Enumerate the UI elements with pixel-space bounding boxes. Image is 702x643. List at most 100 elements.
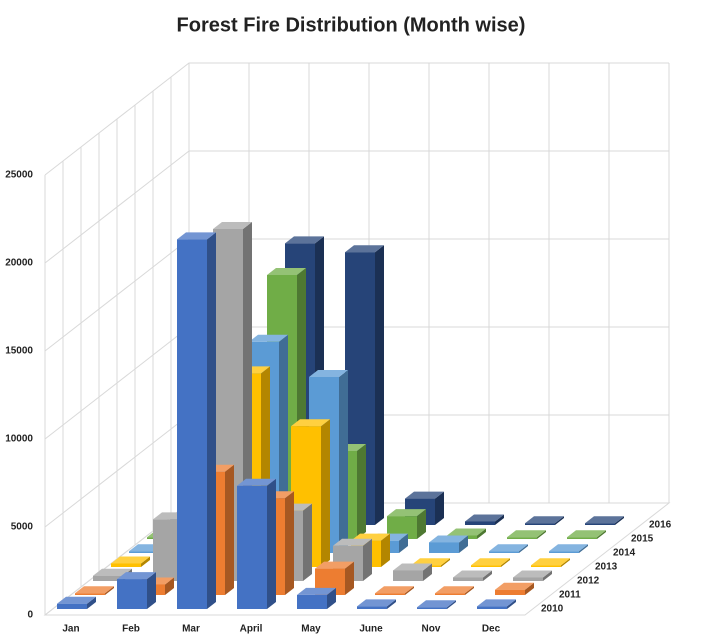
bar-top: [291, 419, 330, 427]
bar: [387, 509, 426, 539]
bar-top: [429, 535, 468, 543]
bar-top: [237, 478, 276, 486]
bar: [567, 530, 606, 539]
bar-side: [537, 530, 546, 539]
bar-top: [495, 582, 534, 590]
bar-front: [357, 606, 387, 609]
bar-front: [549, 551, 579, 553]
x-tick-label: Feb: [122, 624, 140, 635]
bar-side: [345, 561, 354, 595]
bar-side: [387, 599, 396, 609]
bar: [435, 586, 474, 595]
bar-side: [459, 535, 468, 553]
bar-side: [165, 577, 174, 595]
bar-side: [579, 544, 588, 553]
bar: [453, 570, 492, 581]
x-tick-label: May: [301, 624, 321, 635]
bar-top: [297, 587, 336, 595]
bar-side: [321, 419, 330, 567]
bar-top: [435, 586, 474, 594]
bar-top: [315, 561, 354, 569]
bar-side: [465, 586, 474, 595]
bar: [495, 582, 534, 595]
bar: [489, 544, 528, 553]
bar-front: [525, 523, 555, 525]
bar-side: [405, 586, 414, 595]
bar-front: [585, 523, 615, 525]
bar-side: [147, 572, 156, 609]
bar-side: [267, 478, 276, 609]
bar-side: [303, 503, 312, 581]
bar-side: [285, 491, 294, 595]
x-tick-label: Jan: [62, 624, 79, 635]
bar-top: [177, 232, 216, 240]
bar-top: [333, 538, 372, 546]
bar-side: [507, 599, 516, 609]
bar-front: [507, 537, 537, 539]
y-tick-label: 10000: [5, 434, 33, 445]
bar-side: [441, 558, 450, 567]
bar-front: [471, 565, 501, 567]
bar: [75, 586, 114, 595]
bar-top: [513, 570, 552, 578]
bar-front: [489, 551, 519, 553]
y-tick-label: 25000: [5, 170, 33, 181]
bar-side: [477, 528, 486, 539]
bar-front: [75, 593, 105, 595]
bar: [525, 516, 564, 525]
x-tick-label: Mar: [182, 624, 200, 635]
bar-side: [141, 556, 150, 567]
bar: [507, 530, 546, 539]
bar: [471, 558, 510, 567]
bar-side: [417, 509, 426, 539]
series-label: 2015: [631, 534, 654, 545]
bar-side: [561, 558, 570, 567]
bar-top: [525, 516, 564, 524]
bar-top: [567, 530, 606, 538]
bar: [297, 587, 336, 609]
bar-front: [237, 485, 267, 609]
bar-side: [501, 558, 510, 567]
bar: [345, 245, 384, 525]
bar-side: [87, 596, 96, 609]
bar-top: [213, 222, 252, 229]
bar-top: [75, 586, 114, 594]
x-tick-label: Dec: [482, 624, 501, 635]
bar-top: [357, 599, 396, 607]
grid-line: [44, 62, 669, 176]
y-tick-label: 5000: [11, 522, 34, 533]
bar-top: [447, 528, 486, 536]
bar-side: [105, 586, 114, 595]
bar-side: [363, 538, 372, 581]
bar-top: [489, 544, 528, 552]
bar-side: [447, 600, 456, 609]
bar-top: [585, 516, 624, 524]
bar-front: [387, 516, 417, 539]
bar-front: [57, 603, 87, 609]
bar-front: [393, 570, 423, 581]
bar-side: [375, 245, 384, 525]
bar-side: [615, 516, 624, 525]
bar: [357, 599, 396, 609]
bar-side: [519, 544, 528, 553]
bar: [237, 478, 276, 609]
bar-side: [207, 232, 216, 609]
bar-side: [381, 533, 390, 567]
bar: [177, 232, 216, 609]
y-tick-label: 0: [27, 610, 33, 621]
bar-top: [531, 558, 570, 566]
bar-top: [285, 236, 324, 244]
grid-line: [44, 150, 669, 264]
bar-side: [339, 370, 348, 553]
series-label: 2010: [541, 604, 564, 615]
bar-side: [225, 464, 234, 595]
bar-front: [177, 239, 207, 609]
bar-top: [417, 600, 456, 608]
bar-top: [111, 556, 150, 564]
bar-front: [129, 551, 159, 553]
bar: [513, 570, 552, 581]
bar-top: [249, 334, 288, 342]
y-tick-label: 15000: [5, 346, 33, 357]
x-tick-label: April: [240, 624, 263, 635]
bar-top: [477, 599, 516, 607]
